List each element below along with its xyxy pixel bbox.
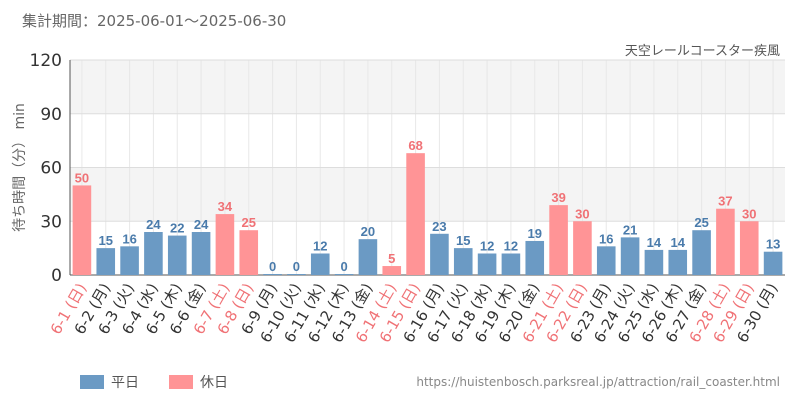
bar xyxy=(739,221,759,275)
bar xyxy=(596,246,616,275)
legend: 平日 休日 xyxy=(80,372,228,392)
legend-label-holiday: 休日 xyxy=(200,375,228,391)
bar-value-label: 25 xyxy=(242,215,256,230)
bar xyxy=(549,205,568,275)
y-tick-label: 60 xyxy=(40,159,62,179)
bar xyxy=(501,253,521,275)
bar-value-label: 22 xyxy=(170,221,184,236)
bar xyxy=(668,249,688,275)
bar xyxy=(215,214,235,275)
bar-value-label: 16 xyxy=(599,231,613,246)
bar xyxy=(287,274,306,275)
bar xyxy=(191,232,211,275)
bar-value-label: 30 xyxy=(742,206,756,221)
legend-label-weekday: 平日 xyxy=(111,375,139,391)
bar xyxy=(644,249,664,275)
bar-value-label: 30 xyxy=(575,206,589,221)
bar-value-label: 5 xyxy=(388,251,395,266)
bar-value-label: 19 xyxy=(528,226,542,241)
plot-band xyxy=(70,167,785,222)
bar xyxy=(144,232,163,275)
bar xyxy=(358,239,378,275)
bar xyxy=(334,274,354,275)
source-url[interactable]: https://huistenbosch.parksreal.jp/attrac… xyxy=(416,375,780,389)
y-axis-title: 待ち時間（分） min xyxy=(12,103,28,232)
bar xyxy=(573,221,592,275)
bar-value-label: 13 xyxy=(766,237,780,252)
y-tick-label: 30 xyxy=(40,212,62,232)
bar xyxy=(72,185,92,275)
plot-band xyxy=(70,60,785,114)
bar-value-label: 14 xyxy=(647,235,662,250)
bar xyxy=(763,251,783,275)
bar xyxy=(382,266,402,275)
bar-value-label: 14 xyxy=(671,235,686,250)
bar xyxy=(453,248,473,275)
bar-value-label: 24 xyxy=(194,217,209,232)
bar-value-label: 37 xyxy=(718,194,732,209)
bar xyxy=(120,246,139,275)
bar xyxy=(239,230,259,275)
attraction-name: 天空レールコースター疾風 xyxy=(624,44,780,59)
bar-value-label: 50 xyxy=(75,170,89,185)
bar xyxy=(96,248,116,275)
bar xyxy=(263,274,282,275)
y-tick-label: 0 xyxy=(51,266,62,286)
bar-value-label: 24 xyxy=(146,217,161,232)
bar-value-label: 21 xyxy=(623,222,637,237)
bar xyxy=(716,208,735,275)
bar-value-label: 20 xyxy=(361,224,375,239)
bar xyxy=(167,235,187,275)
bar-value-label: 15 xyxy=(456,233,470,248)
bar-value-label: 23 xyxy=(432,219,446,234)
bar-value-label: 0 xyxy=(269,259,276,274)
y-tick-label: 120 xyxy=(30,51,62,71)
legend-swatch-holiday xyxy=(169,375,193,389)
bar xyxy=(477,253,497,275)
legend-swatch-weekday xyxy=(80,375,104,389)
bar-value-label: 12 xyxy=(313,239,327,254)
bar-value-label: 39 xyxy=(551,190,565,205)
bar xyxy=(406,153,425,275)
bar xyxy=(525,240,545,275)
bar-value-label: 15 xyxy=(99,233,113,248)
bar-value-label: 12 xyxy=(504,239,518,254)
bar-value-label: 0 xyxy=(293,259,300,274)
bar xyxy=(430,233,449,275)
bar-value-label: 34 xyxy=(218,199,233,214)
bar xyxy=(620,237,640,275)
bar-value-label: 16 xyxy=(122,231,136,246)
bar-value-label: 25 xyxy=(694,215,708,230)
legend-item-weekday[interactable]: 平日 xyxy=(80,372,139,392)
bar-value-label: 68 xyxy=(408,138,422,153)
bar-value-label: 12 xyxy=(480,239,494,254)
bar xyxy=(310,253,330,275)
bar-value-label: 0 xyxy=(340,259,347,274)
legend-item-holiday[interactable]: 休日 xyxy=(169,372,228,392)
period-label: 集計期間：2025-06-01～2025-06-30 xyxy=(22,12,287,30)
y-tick-label: 90 xyxy=(40,105,62,125)
bar xyxy=(692,230,711,275)
